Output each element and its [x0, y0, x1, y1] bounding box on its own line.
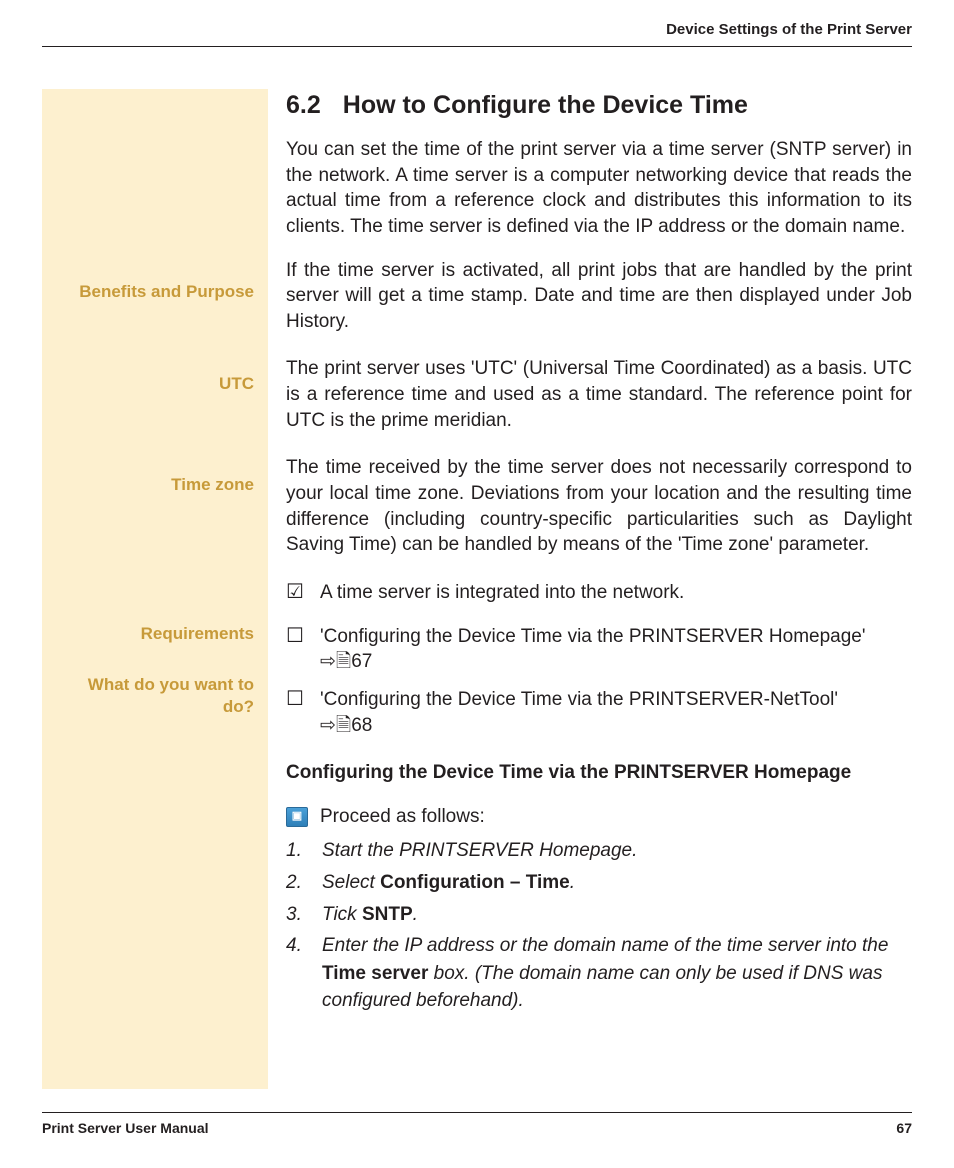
checkbox-unchecked-icon: ☐	[286, 624, 306, 648]
step-item: Select Configuration – Time.	[286, 869, 912, 897]
step-text: Select Configuration – Time.	[322, 869, 575, 897]
step-text: Start the PRINTSERVER Homepage.	[322, 837, 637, 865]
section-title-text: How to Configure the Device Time	[343, 89, 748, 123]
todo-item: ☐ 'Configuring the Device Time via the P…	[286, 687, 912, 738]
sidebar-label-requirements: Requirements	[52, 623, 254, 644]
sidebar-label-timezone: Time zone	[52, 474, 254, 495]
page-ref: ⇨🗎68	[320, 715, 372, 736]
step-bold: Time server	[322, 963, 428, 984]
todo-item-body: 'Configuring the Device Time via the PRI…	[320, 624, 865, 675]
sidebar-label-benefits: Benefits and Purpose	[52, 281, 254, 302]
requirements-list: ☑ A time server is integrated into the n…	[286, 580, 912, 606]
section-heading: 6.2 How to Configure the Device Time	[286, 89, 912, 123]
steps-icon: ▣	[286, 807, 308, 827]
intro-paragraph: You can set the time of the print server…	[286, 137, 912, 240]
main-column: 6.2 How to Configure the Device Time You…	[268, 89, 912, 1089]
step-item: Start the PRINTSERVER Homepage.	[286, 837, 912, 865]
proceed-row: ▣ Proceed as follows:	[286, 804, 912, 830]
step-item: Tick SNTP.	[286, 901, 912, 929]
requirement-text: A time server is integrated into the net…	[320, 580, 684, 606]
todo-item-text: 'Configuring the Device Time via the PRI…	[320, 689, 838, 710]
checkbox-unchecked-icon: ☐	[286, 687, 306, 711]
sidebar-label-utc: UTC	[52, 373, 254, 394]
requirement-item: ☑ A time server is integrated into the n…	[286, 580, 912, 606]
steps-list: Start the PRINTSERVER Homepage. Select C…	[286, 837, 912, 1014]
timezone-paragraph: The time received by the time server doe…	[286, 455, 912, 558]
sidebar-label-todo: What do you want to do?	[52, 674, 254, 717]
step-fragment: .	[413, 904, 418, 925]
page-footer: Print Server User Manual 67	[42, 1112, 912, 1138]
todo-item: ☐ 'Configuring the Device Time via the P…	[286, 624, 912, 675]
footer-title: Print Server User Manual	[42, 1119, 209, 1138]
step-item: Enter the IP address or the domain name …	[286, 932, 912, 1015]
section-number: 6.2	[286, 89, 321, 123]
todo-item-body: 'Configuring the Device Time via the PRI…	[320, 687, 838, 738]
step-bold: SNTP	[362, 904, 413, 925]
content-area: Benefits and Purpose UTC Time zone Requi…	[42, 89, 912, 1089]
utc-paragraph: The print server uses 'UTC' (Universal T…	[286, 356, 912, 433]
page-ref: ⇨🗎67	[320, 651, 372, 672]
step-fragment: .	[570, 872, 575, 893]
running-head: Device Settings of the Print Server	[42, 20, 912, 47]
sidebar: Benefits and Purpose UTC Time zone Requi…	[42, 89, 268, 1089]
footer-page-number: 67	[896, 1119, 912, 1138]
step-fragment: Select	[322, 872, 380, 893]
benefits-paragraph: If the time server is activated, all pri…	[286, 258, 912, 335]
step-bold: Configuration – Time	[380, 872, 570, 893]
todo-list: ☐ 'Configuring the Device Time via the P…	[286, 624, 912, 739]
step-text: Tick SNTP.	[322, 901, 418, 929]
step-fragment: Tick	[322, 904, 362, 925]
step-text: Enter the IP address or the domain name …	[322, 932, 912, 1015]
todo-item-text: 'Configuring the Device Time via the PRI…	[320, 626, 865, 647]
subsection-heading: Configuring the Device Time via the PRIN…	[286, 760, 912, 786]
proceed-text: Proceed as follows:	[320, 804, 485, 830]
checkbox-checked-icon: ☑	[286, 580, 306, 604]
step-fragment: Enter the IP address or the domain name …	[322, 935, 888, 956]
